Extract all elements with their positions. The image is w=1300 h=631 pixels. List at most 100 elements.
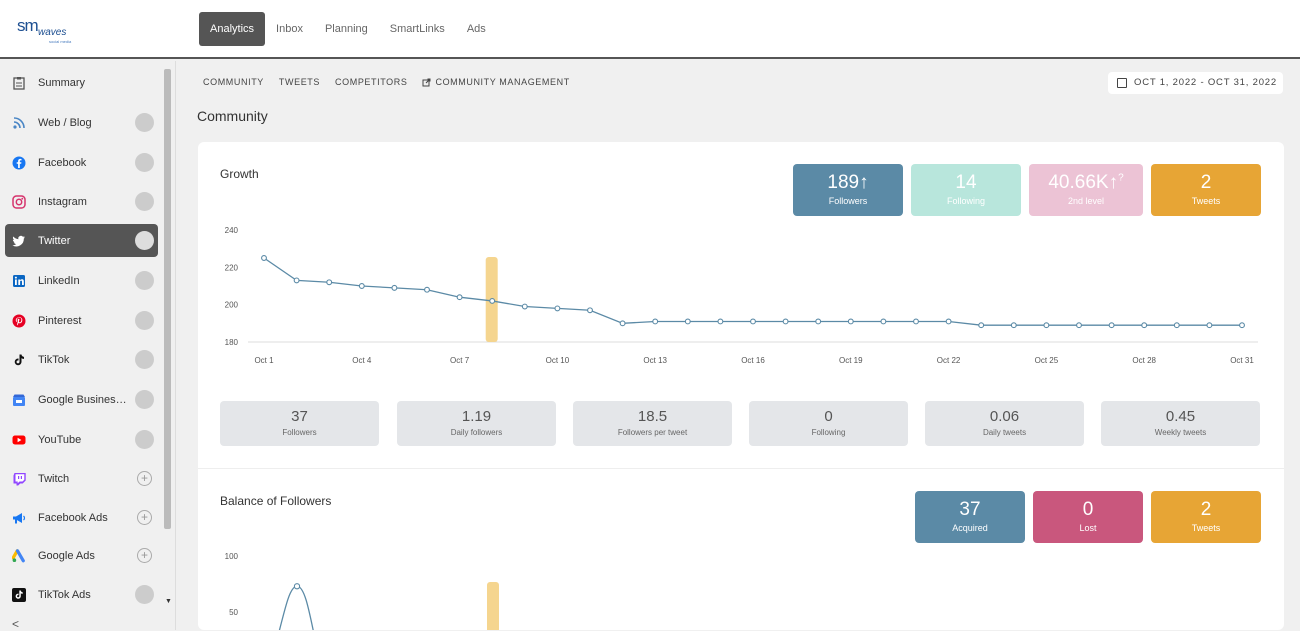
y-tick-label: 100 — [225, 552, 239, 561]
sidebar-item-pinterest[interactable]: Pinterest — [5, 304, 158, 337]
brand-logo[interactable]: sm waves social media — [14, 14, 74, 44]
data-point — [652, 318, 659, 325]
section-divider — [198, 468, 1284, 469]
external-link-icon — [422, 78, 431, 86]
subnav-community[interactable]: COMMUNITY — [203, 77, 264, 87]
kpi-2nd-level[interactable]: 40.66K↑? 2nd level — [1029, 164, 1143, 216]
sidebar-item-instagram[interactable]: Instagram — [5, 185, 158, 218]
sidebar-item-twitch[interactable]: Twitch + — [5, 462, 158, 495]
community-card: Growth 189↑ Followers 14 Following 40.66… — [198, 142, 1284, 630]
kpi-value: 2 — [1200, 172, 1212, 193]
topnav-planning[interactable]: Planning — [324, 23, 368, 35]
date-range-label: OCT 1, 2022 - OCT 31, 2022 — [1134, 77, 1277, 88]
x-tick-label: Oct 31 — [1230, 356, 1254, 365]
top-nav: Analytics Inbox Planning SmartLinks Ads — [199, 12, 497, 46]
data-point — [1173, 322, 1180, 329]
toggle-button[interactable] — [135, 350, 154, 369]
data-point — [521, 303, 528, 310]
sidebar-item-google-ads[interactable]: Google Ads + — [5, 539, 158, 572]
kpi-value: 40.66K↑? — [1048, 172, 1124, 193]
stat-daily-followers: 1.19 Daily followers — [397, 401, 556, 446]
topnav-inbox[interactable]: Inbox — [276, 23, 303, 35]
kpi-balance-tweets[interactable]: 2 Tweets — [1151, 491, 1261, 543]
stat-value: 0.45 — [1165, 408, 1196, 425]
sidebar-item-label: Summary — [38, 76, 86, 89]
kpi-value: 189↑ — [827, 172, 869, 193]
toggle-button[interactable] — [135, 153, 154, 172]
sidebar-item-youtube[interactable]: YouTube — [5, 423, 158, 456]
followers-line — [263, 257, 1242, 326]
y-tick-label: 180 — [225, 338, 239, 347]
balance-chart: 50 100 — [225, 552, 499, 630]
sidebar-scrollbar[interactable] — [164, 69, 171, 529]
kpi-lost[interactable]: 0 Lost — [1033, 491, 1143, 543]
toggle-button[interactable] — [135, 430, 154, 449]
toggle-button[interactable] — [135, 311, 154, 330]
kpi-label: 2nd level — [1067, 196, 1105, 206]
toggle-button[interactable] — [135, 390, 154, 409]
subnav-competitors[interactable]: COMPETITORS — [335, 77, 408, 87]
sidebar-item-web-blog[interactable]: Web / Blog — [5, 106, 158, 139]
sidebar: Summary Web / Blog Facebook Instagram Tw… — [0, 61, 176, 631]
stat-value: 18.5 — [637, 408, 668, 425]
data-point — [489, 297, 496, 304]
megaphone-icon — [12, 511, 26, 525]
data-point — [750, 318, 756, 325]
x-tick-label: Oct 19 — [839, 356, 863, 365]
sidebar-item-tiktok-ads[interactable]: TikTok Ads — [5, 578, 158, 611]
stat-label: Followers per tweet — [617, 428, 688, 437]
help-icon[interactable]: ? — [1118, 172, 1124, 184]
kpi-following[interactable]: 14 Following — [911, 164, 1021, 216]
kpi-tweets[interactable]: 2 Tweets — [1151, 164, 1261, 216]
data-point — [587, 307, 593, 314]
add-icon[interactable]: + — [137, 510, 152, 525]
kpi-value: 2 — [1200, 499, 1212, 520]
x-tick-label: Oct 7 — [450, 356, 470, 365]
topnav-analytics[interactable]: Analytics — [199, 12, 266, 46]
stat-value: 0 — [824, 408, 833, 425]
data-point — [913, 318, 919, 325]
toggle-button[interactable] — [135, 271, 154, 290]
kpi-label: Tweets — [1191, 523, 1221, 533]
kpi-label: Acquired — [952, 523, 988, 533]
stat-label: Following — [811, 428, 846, 437]
kpi-label: Following — [946, 196, 986, 206]
linkedin-icon — [12, 274, 26, 288]
topnav-smartlinks[interactable]: SmartLinks — [389, 23, 445, 35]
sidebar-item-tiktok[interactable]: TikTok — [5, 343, 158, 376]
toggle-button[interactable] — [135, 231, 154, 250]
topnav-ads[interactable]: Ads — [466, 23, 486, 35]
add-icon[interactable]: + — [137, 471, 152, 486]
date-range-picker[interactable]: OCT 1, 2022 - OCT 31, 2022 — [1108, 72, 1283, 94]
data-point — [1043, 322, 1050, 329]
data-point — [456, 294, 463, 301]
collapse-sidebar-icon[interactable]: < — [12, 617, 20, 631]
kpi-followers[interactable]: 189↑ Followers — [793, 164, 903, 216]
x-tick-label: Oct 1 — [254, 356, 274, 365]
calendar-icon — [1117, 78, 1127, 88]
stat-label: Weekly tweets — [1154, 428, 1207, 437]
toggle-button[interactable] — [135, 585, 154, 604]
scroll-down-icon[interactable]: ▼ — [165, 598, 172, 605]
toggle-button[interactable] — [135, 113, 154, 132]
sidebar-item-summary[interactable]: Summary — [5, 66, 158, 99]
twitter-icon — [12, 234, 26, 248]
arrow-up-icon: ↑ — [1108, 172, 1119, 193]
sidebar-item-facebook[interactable]: Facebook — [5, 146, 158, 179]
kpi-acquired[interactable]: 37 Acquired — [915, 491, 1025, 543]
sidebar-item-google-business[interactable]: Google Business... — [5, 383, 158, 416]
sidebar-item-facebook-ads[interactable]: Facebook Ads + — [5, 501, 158, 534]
sidebar-item-linkedin[interactable]: LinkedIn — [5, 264, 158, 297]
subnav-community-management[interactable]: COMMUNITY MANAGEMENT — [422, 77, 569, 87]
data-point — [1108, 322, 1115, 329]
highlight-bar — [487, 582, 499, 630]
x-tick-label: Oct 10 — [546, 356, 570, 365]
sidebar-item-label: TikTok Ads — [38, 588, 91, 601]
subnav-tweets[interactable]: TWEETS — [278, 77, 321, 87]
stat-value: 37 — [291, 408, 308, 425]
sidebar-item-twitter[interactable]: Twitter — [5, 224, 158, 257]
stat-value: 0.06 — [989, 408, 1020, 425]
toggle-button[interactable] — [135, 192, 154, 211]
add-icon[interactable]: + — [137, 548, 152, 563]
data-point — [619, 320, 626, 327]
